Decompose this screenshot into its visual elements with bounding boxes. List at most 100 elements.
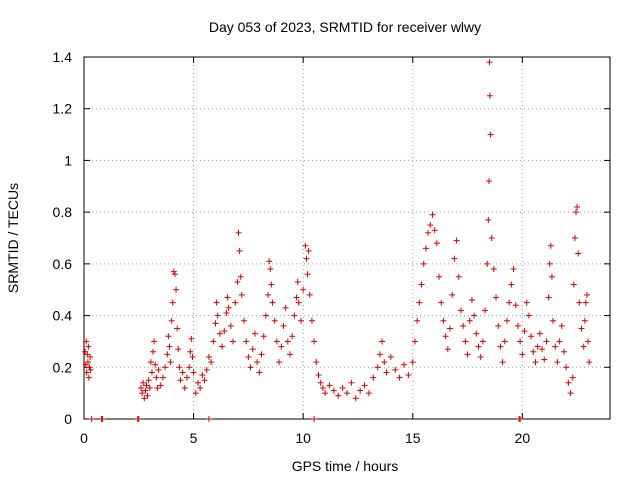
data-point (576, 299, 583, 306)
data-point (468, 297, 475, 304)
data-point (214, 312, 221, 319)
data-point (466, 317, 473, 324)
data-point (486, 59, 493, 66)
data-point (287, 351, 294, 358)
data-point (545, 294, 552, 301)
data-point (374, 364, 381, 371)
plot-border (83, 56, 611, 420)
data-point (487, 131, 494, 138)
data-point (414, 317, 421, 324)
data-point (240, 317, 247, 324)
data-point (177, 377, 184, 384)
data-point (517, 338, 524, 345)
data-point (315, 372, 322, 379)
data-point (548, 273, 555, 280)
data-point (317, 379, 324, 386)
y-tick-label: 1 (64, 152, 72, 168)
data-point (141, 395, 148, 402)
data-point (234, 278, 241, 285)
data-point (187, 348, 194, 355)
data-point (174, 325, 181, 332)
data-point (521, 328, 528, 335)
y-tick-label: 0.2 (53, 359, 73, 375)
y-axis-tick-labels: 0 0.2 0.4 0.6 0.8 1 1.2 1.4 (53, 49, 73, 427)
data-point (144, 392, 151, 399)
x-tick-label: 10 (295, 430, 311, 446)
data-point (308, 317, 315, 324)
data-point (153, 374, 160, 381)
data-point (194, 379, 201, 386)
data-point (490, 266, 497, 273)
data-point (433, 240, 440, 247)
data-point (258, 351, 265, 358)
data-point (416, 299, 423, 306)
data-point (254, 359, 261, 366)
data-point (532, 359, 539, 366)
x-tick-label: 5 (190, 430, 198, 446)
data-point (205, 416, 212, 422)
data-point (238, 291, 245, 298)
data-point (303, 255, 310, 262)
data-point (429, 211, 436, 218)
data-point (571, 235, 578, 241)
data-point (352, 395, 359, 402)
data-point (188, 335, 195, 342)
data-point (422, 245, 429, 252)
data-point (383, 369, 390, 376)
data-point (289, 333, 296, 340)
data-point (311, 338, 318, 345)
data-point (563, 364, 570, 371)
data-point (547, 242, 554, 249)
data-point (477, 353, 484, 360)
data-point (87, 366, 94, 373)
data-point (99, 416, 106, 422)
data-point (210, 338, 217, 345)
data-point (444, 346, 451, 353)
data-point (361, 382, 368, 389)
data-point (501, 338, 508, 345)
data-point (170, 268, 177, 275)
data-point (508, 281, 515, 288)
data-point (173, 286, 180, 293)
data-point (273, 338, 280, 345)
data-point (85, 374, 92, 381)
y-axis-title: SRMTID / TECUs (5, 183, 21, 293)
data-point (344, 390, 350, 397)
data-point (348, 379, 355, 386)
x-tick-label: 15 (405, 430, 421, 446)
data-point (541, 356, 548, 363)
data-point (247, 364, 254, 371)
data-point (567, 390, 574, 397)
data-point (530, 348, 537, 355)
data-point (523, 299, 530, 306)
data-point (265, 291, 272, 298)
data-point (186, 364, 193, 371)
data-point (171, 271, 178, 278)
data-point (381, 359, 388, 366)
data-point (543, 338, 550, 345)
data-point (302, 242, 309, 249)
data-point (365, 390, 372, 397)
data-point (486, 92, 493, 99)
data-point (583, 291, 590, 298)
data-point (221, 328, 228, 335)
data-point (295, 299, 302, 306)
data-point (142, 387, 149, 394)
data-point (225, 304, 232, 311)
data-point (190, 369, 197, 376)
data-point (143, 382, 150, 389)
data-point (311, 416, 318, 422)
data-point (449, 291, 456, 298)
data-point (479, 338, 486, 345)
data-point (243, 338, 250, 345)
data-point (453, 237, 460, 244)
data-point (230, 338, 237, 345)
y-tick-label: 1.2 (53, 101, 73, 117)
data-point (86, 364, 93, 371)
data-point (539, 346, 546, 353)
data-point (306, 291, 313, 298)
data-point (409, 359, 416, 366)
data-point (546, 260, 553, 267)
data-point (464, 351, 471, 358)
data-point (457, 307, 464, 314)
